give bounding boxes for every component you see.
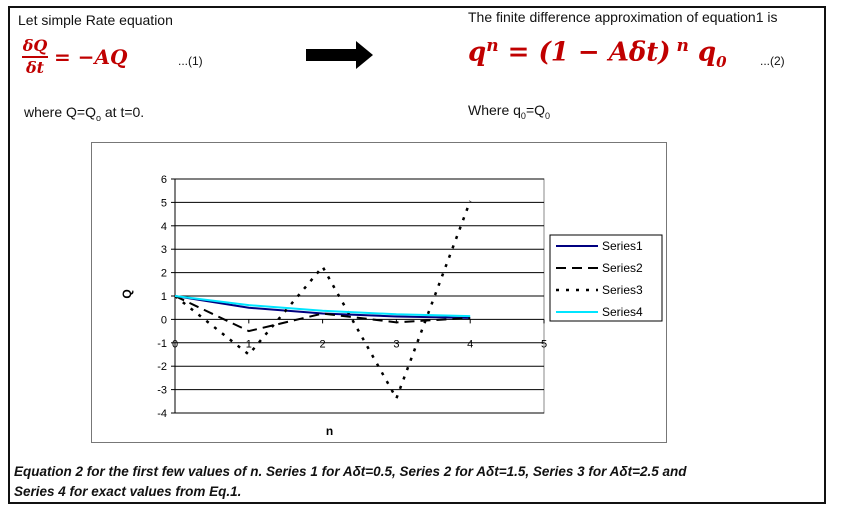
equation-1-ref: ...(1) [178, 54, 203, 68]
x-tick-label: 1 [246, 338, 252, 350]
y-tick-label: 0 [161, 314, 167, 326]
where-left-prefix: where Q=Q [24, 104, 96, 120]
line-chart: -4 -3 -2 -1 0 1 2 3 4 5 6 0 1 2 3 4 5 n Q Series1 Series2 Ser… [120, 174, 663, 438]
series-line-2 [174, 295, 471, 333]
legend-label: Series3 [602, 283, 643, 297]
figure-caption: Equation 2 for the first few values of n… [14, 462, 814, 502]
equation-2-exponent-2: n [670, 36, 689, 56]
legend-label: Series1 [602, 239, 643, 253]
y-tick-label: 1 [161, 291, 167, 303]
where-right-text: Where q0=Q0 [468, 102, 550, 121]
fraction-bar [22, 56, 48, 58]
equation-1-rhs: = −AQ [54, 45, 128, 69]
where-right-mid: =Q [525, 102, 546, 118]
equation-2-q: q [468, 37, 487, 68]
right-arrow-icon [306, 41, 373, 69]
equation-2-exponent: n [486, 36, 499, 56]
legend [549, 234, 663, 322]
y-tick-label: -2 [157, 361, 167, 373]
caption-line-2: Series 4 for exact values from Eq.1. [14, 484, 242, 499]
x-tick-label: 3 [393, 338, 399, 350]
y-tick-label: 6 [161, 174, 167, 186]
equation-2-ref: ...(2) [760, 54, 785, 68]
chart-area [91, 142, 667, 443]
y-tick-label: -3 [157, 385, 167, 397]
y-axis-label: Q [120, 289, 134, 298]
equation-2-middle: = (1 − Aδt) [498, 37, 671, 68]
where-left-suffix: at t=0. [101, 104, 145, 120]
series-line-3 [174, 200, 472, 402]
y-tick-label: -1 [157, 338, 167, 350]
x-axis-label: n [326, 424, 333, 438]
where-right-sub2: 0 [545, 110, 551, 121]
where-right-prefix: Where q [468, 102, 521, 118]
y-tick-label: 5 [161, 197, 167, 209]
equation-1-fraction: δQ δt [20, 36, 50, 78]
equation-1-numerator: δQ [22, 36, 48, 55]
caption-line-1: Equation 2 for the first few values of n… [14, 464, 687, 479]
equation-2-q0-sub: 0 [716, 52, 727, 71]
left-intro-text: Let simple Rate equation [18, 12, 173, 28]
x-tick-label: 0 [172, 338, 178, 350]
where-left-text: where Q=Qo at t=0. [24, 104, 144, 123]
figure-frame [8, 6, 826, 504]
equation-2: qn = (1 − Aδt) n q0 [468, 36, 727, 71]
y-tick-label: 3 [161, 244, 167, 256]
x-tick-label: 5 [541, 338, 547, 350]
right-intro-text: The finite difference approximation of e… [468, 9, 778, 25]
y-tick-label: 4 [161, 221, 167, 233]
equation-1-denominator: δt [25, 58, 45, 77]
series-line-1 [174, 295, 471, 319]
equation-2-q0: q [697, 37, 717, 68]
y-tick-label: -4 [157, 408, 167, 420]
series-line-4 [174, 295, 471, 318]
y-tick-label: 2 [161, 268, 167, 280]
x-tick-label: 4 [467, 338, 473, 350]
x-tick-label: 2 [320, 338, 326, 350]
where-left-sub: o [95, 112, 101, 123]
legend-label: Series4 [602, 305, 643, 319]
legend-label: Series2 [602, 261, 643, 275]
where-right-sub: 0 [520, 110, 526, 121]
